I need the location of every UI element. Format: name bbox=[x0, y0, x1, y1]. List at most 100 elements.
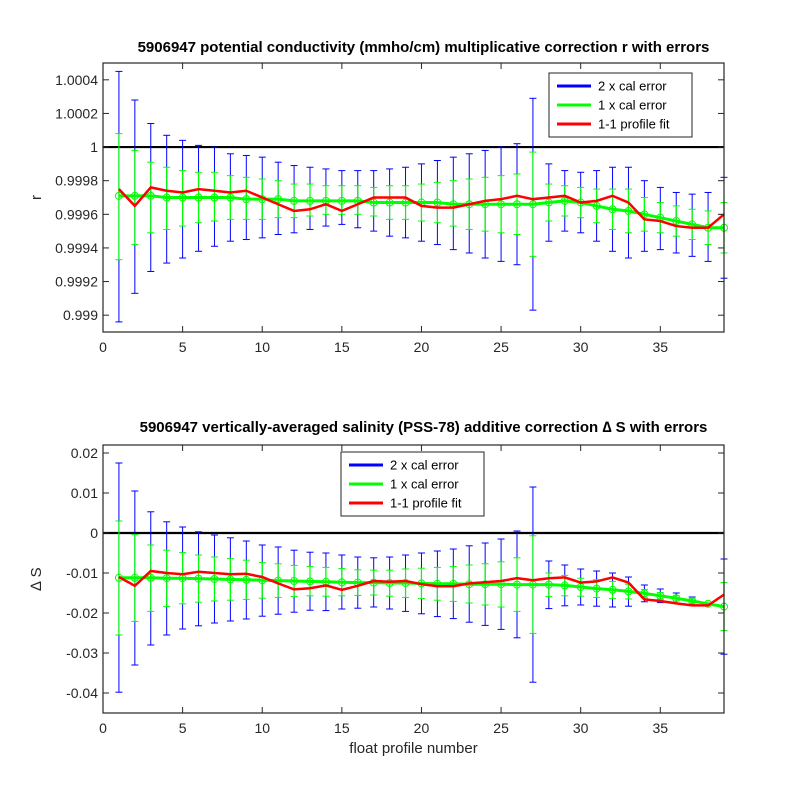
data-point bbox=[433, 198, 442, 207]
legend-item: 1-1 profile fit bbox=[557, 117, 670, 132]
data-point bbox=[608, 205, 617, 214]
x-tick-label: 20 bbox=[414, 720, 430, 736]
x-tick-label: 25 bbox=[493, 720, 509, 736]
legend-label: 1 x cal error bbox=[390, 477, 459, 492]
data-point bbox=[130, 573, 139, 582]
data-point bbox=[544, 198, 553, 207]
data-point bbox=[592, 584, 601, 593]
x-tick-label: 15 bbox=[334, 339, 350, 355]
x-tick-label: 15 bbox=[334, 720, 350, 736]
data-point bbox=[672, 217, 681, 226]
chart-panel-2: 5906947 vertically-averaged salinity (PS… bbox=[28, 419, 728, 757]
data-point bbox=[624, 587, 633, 596]
y-tick-label: -0.03 bbox=[66, 645, 98, 661]
data-point bbox=[385, 579, 394, 587]
legend-label: 1-1 profile fit bbox=[390, 496, 462, 511]
data-point bbox=[226, 193, 235, 202]
chart-title: 5906947 vertically-averaged salinity (PS… bbox=[140, 419, 708, 436]
data-point bbox=[401, 198, 410, 207]
data-point bbox=[385, 198, 394, 207]
legend-item: 2 x cal error bbox=[557, 79, 667, 94]
legend-label: 1 x cal error bbox=[598, 98, 667, 113]
x-tick-label: 10 bbox=[254, 339, 270, 355]
x-axis-label: float profile number bbox=[349, 740, 477, 757]
data-point bbox=[640, 589, 649, 598]
y-tick-label: 0.9996 bbox=[55, 206, 98, 222]
data-point bbox=[624, 206, 633, 215]
x-tick-label: 30 bbox=[573, 339, 589, 355]
y-tick-label: 0.02 bbox=[71, 445, 98, 461]
data-point bbox=[194, 574, 203, 583]
y-tick-label: 0.9998 bbox=[55, 173, 98, 189]
y-axis-label: ∆ S bbox=[28, 567, 45, 590]
data-point bbox=[592, 201, 601, 210]
legend-item: 1-1 profile fit bbox=[349, 496, 462, 511]
data-point bbox=[337, 578, 346, 587]
x-tick-label: 25 bbox=[493, 339, 509, 355]
data-point bbox=[306, 577, 314, 586]
data-point bbox=[481, 580, 490, 589]
x-tick-label: 5 bbox=[179, 339, 187, 355]
data-point bbox=[290, 196, 299, 205]
x-tick-label: 35 bbox=[653, 339, 669, 355]
y-tick-label: -0.01 bbox=[66, 565, 98, 581]
data-point bbox=[130, 191, 139, 200]
y-tick-label: 0.999 bbox=[63, 307, 98, 323]
legend-label: 1-1 profile fit bbox=[598, 117, 670, 132]
chart-title: 5906947 potential conductivity (mmho/cm)… bbox=[138, 39, 710, 56]
y-tick-label: 1.0004 bbox=[55, 72, 98, 88]
y-tick-label: 0.9994 bbox=[55, 240, 98, 256]
axes-box bbox=[102, 62, 725, 333]
data-point bbox=[242, 575, 251, 584]
data-point bbox=[306, 196, 314, 205]
legend-label: 2 x cal error bbox=[598, 79, 667, 94]
error-bar bbox=[131, 149, 139, 246]
legend-label: 2 x cal error bbox=[390, 458, 459, 473]
data-point bbox=[242, 195, 251, 204]
y-tick-label: 1 bbox=[90, 139, 98, 155]
data-point bbox=[226, 575, 235, 584]
axes-box bbox=[102, 444, 725, 714]
y-tick-label: -0.02 bbox=[66, 605, 98, 621]
x-tick-label: 0 bbox=[99, 339, 107, 355]
chart-panel-1: 5906947 potential conductivity (mmho/cm)… bbox=[28, 39, 728, 355]
x-tick-label: 10 bbox=[254, 720, 270, 736]
data-point bbox=[178, 193, 187, 202]
x-tick-label: 30 bbox=[573, 720, 589, 736]
data-point bbox=[146, 191, 155, 200]
error-bar bbox=[147, 161, 155, 234]
y-tick-label: 0 bbox=[90, 525, 98, 541]
legend-item: 2 x cal error bbox=[349, 458, 459, 473]
data-point bbox=[528, 200, 537, 209]
data-point bbox=[560, 196, 569, 205]
y-tick-label: 0.9992 bbox=[55, 274, 98, 290]
data-point bbox=[337, 196, 346, 205]
data-point bbox=[290, 577, 299, 585]
data-point bbox=[401, 579, 410, 587]
legend-item: 1 x cal error bbox=[557, 98, 667, 113]
data-point bbox=[513, 580, 521, 589]
data-point bbox=[210, 193, 219, 202]
data-point bbox=[114, 191, 123, 200]
data-point bbox=[162, 574, 171, 583]
data-point bbox=[608, 585, 617, 594]
data-point bbox=[497, 200, 506, 209]
data-point bbox=[513, 200, 521, 209]
series-line-profile-fit bbox=[118, 569, 725, 607]
y-tick-label: -0.04 bbox=[66, 685, 98, 701]
x-tick-label: 5 bbox=[179, 720, 187, 736]
data-point bbox=[560, 581, 569, 590]
x-tick-label: 0 bbox=[99, 720, 107, 736]
series-line-one-cal bbox=[118, 194, 724, 230]
x-tick-label: 20 bbox=[414, 339, 430, 355]
data-point bbox=[162, 193, 171, 202]
y-tick-label: 1.0002 bbox=[55, 105, 98, 121]
series-line-profile-fit bbox=[118, 186, 725, 230]
y-tick-label: 0.01 bbox=[71, 485, 98, 501]
data-point bbox=[672, 594, 681, 603]
legend-item: 1 x cal error bbox=[349, 477, 459, 492]
legend: 2 x cal error 1 x cal error 1-1 profile fi… bbox=[340, 451, 485, 517]
data-point bbox=[656, 591, 665, 600]
data-point bbox=[146, 573, 155, 582]
